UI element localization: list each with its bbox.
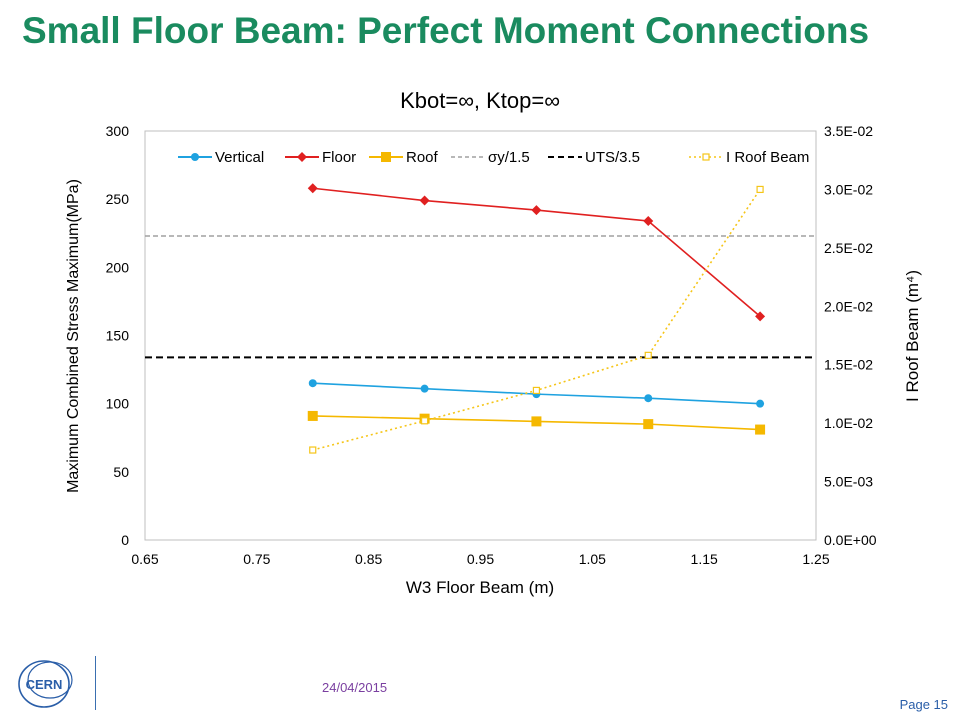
- slide-title: Small Floor Beam: Perfect Moment Connect…: [22, 10, 870, 51]
- legend-marker-i-roof-beam: [702, 153, 710, 161]
- data-point-i-roof-beam: [532, 386, 541, 395]
- data-point-roof: [531, 416, 542, 427]
- data-point-i-roof-beam: [420, 417, 429, 425]
- y-tick-label: 300: [106, 123, 130, 139]
- x-axis-label: W3 Floor Beam (m): [406, 578, 554, 597]
- legend-label-uts-3-5: UTS/3.5: [585, 149, 640, 166]
- plot-area: [144, 130, 817, 541]
- y2-tick-label: 0.0E+00: [824, 532, 877, 548]
- y2-tick-label: 2.0E-02: [824, 298, 873, 314]
- data-point-vertical: [420, 384, 429, 393]
- x-tick-label: 1.05: [579, 551, 606, 567]
- page-number: Page 15: [899, 697, 948, 712]
- data-point-floor: [643, 215, 654, 226]
- chart-legend: Vertical Floor Roof σy/1.5 UTS/3.5 I Roof Bea…: [178, 149, 809, 166]
- legend-marker-vertical: [191, 153, 199, 161]
- x-tick-label: 0.85: [355, 551, 382, 567]
- y2-axis-label: I Roof Beam (m⁴): [903, 270, 922, 402]
- legend-label-roof: Roof: [406, 149, 439, 166]
- cern-logo-text: CERN: [26, 677, 63, 692]
- series-layer: [307, 183, 766, 454]
- cern-logo: CERN: [18, 660, 73, 708]
- y-tick-label: 150: [106, 328, 130, 344]
- y2-tick-label: 3.5E-02: [824, 123, 873, 139]
- legend-marker-roof: [381, 152, 391, 162]
- series-line-i-roof-beam: [312, 188, 761, 451]
- reference-lines: [145, 235, 816, 359]
- y-tick-label: 250: [106, 191, 130, 207]
- footer-divider: [95, 656, 96, 710]
- x-tick-label: 1.15: [691, 551, 718, 567]
- y2-tick-label: 2.5E-02: [824, 240, 873, 256]
- y2-tick-label: 1.5E-02: [824, 357, 873, 373]
- chart-title: Kbot=∞, Ktop=∞: [400, 88, 560, 113]
- y-axis-label: Maximum Combined Stress Maximum(MPa): [65, 179, 82, 493]
- x-axis-ticks: 0.65 0.75 0.85 0.95 1.05 1.15 1.25: [131, 551, 829, 567]
- legend-label-i-roof-beam: I Roof Beam: [726, 149, 809, 166]
- x-tick-label: 0.95: [467, 551, 494, 567]
- y-tick-label: 100: [106, 396, 130, 412]
- y2-tick-label: 1.0E-02: [824, 415, 873, 431]
- x-tick-label: 0.65: [131, 551, 158, 567]
- right-axis-ticks: 0.0E+00 5.0E-03 1.0E-02 1.5E-02 2.0E-02 2.5E-…: [824, 123, 877, 548]
- y-tick-label: 200: [106, 259, 130, 275]
- data-point-roof: [643, 419, 654, 430]
- data-point-vertical: [644, 394, 653, 403]
- data-point-vertical: [308, 379, 317, 388]
- left-axis-ticks: 0 50 100 150 200 250 300: [106, 123, 130, 548]
- data-point-floor: [755, 311, 766, 322]
- data-point-roof: [307, 410, 318, 421]
- y2-tick-label: 3.0E-02: [824, 181, 873, 197]
- combined-stress-chart: Kbot=∞, Ktop=∞ 0 50 100 150 200 250 300 0.0E+0…: [65, 88, 922, 597]
- data-point-i-roof-beam: [756, 185, 764, 194]
- data-point-floor: [531, 205, 542, 216]
- data-point-i-roof-beam: [644, 351, 652, 359]
- data-point-i-roof-beam: [309, 446, 317, 454]
- legend-label-y-1-5: σy/1.5: [488, 149, 530, 166]
- legend-marker-floor: [297, 152, 307, 162]
- legend-label-floor: Floor: [322, 149, 356, 166]
- x-tick-label: 1.25: [802, 551, 829, 567]
- footer-date: 24/04/2015: [322, 680, 388, 695]
- y-tick-label: 50: [113, 464, 129, 480]
- plot-frame: [144, 130, 817, 541]
- y-tick-label: 0: [121, 532, 129, 548]
- data-point-vertical: [756, 399, 765, 408]
- data-point-roof: [755, 424, 766, 435]
- y2-tick-label: 5.0E-03: [824, 474, 873, 490]
- data-point-floor: [307, 183, 318, 194]
- x-tick-label: 0.75: [243, 551, 270, 567]
- legend-label-vertical: Vertical: [215, 149, 264, 166]
- data-point-floor: [419, 195, 430, 206]
